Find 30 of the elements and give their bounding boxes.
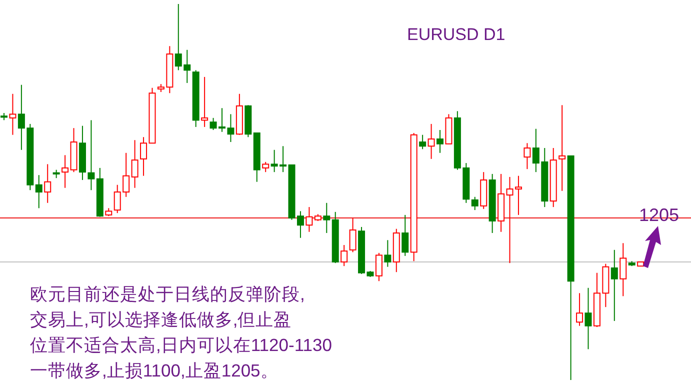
candlestick <box>340 244 348 267</box>
candlestick <box>428 123 435 160</box>
candlestick <box>384 240 392 268</box>
candlestick <box>402 214 409 256</box>
text: EURUSD D1 <box>407 25 506 44</box>
candlestick <box>88 120 95 191</box>
candlestick <box>9 93 16 136</box>
annotation: 欧元目前还是处于日线的反弹阶段, <box>30 284 305 304</box>
candlestick <box>201 76 208 128</box>
candlestick <box>62 154 69 188</box>
candlestick <box>306 206 313 232</box>
candlestick <box>349 217 356 253</box>
annotation: 一带做多,止损1100,止盈1205。 <box>30 360 278 380</box>
annotation: 位置不适合太高,日内可以在1120-1130 <box>30 335 332 355</box>
candlestick <box>323 202 330 234</box>
candlestick <box>620 242 627 297</box>
candlestick <box>419 134 426 150</box>
candlestick <box>584 287 592 350</box>
candlestick <box>375 252 382 282</box>
candlestick <box>471 196 478 211</box>
candlestick <box>35 174 42 209</box>
candlestick <box>558 104 566 192</box>
candlestick <box>576 292 584 326</box>
annotation: 交易上,可以选择逢低做多,但止盈 <box>30 310 292 330</box>
candlestick <box>436 129 444 154</box>
candlestick <box>524 142 531 170</box>
candlestick <box>610 249 618 322</box>
candlestick <box>44 164 52 204</box>
candlestick <box>262 161 270 173</box>
candlestick <box>131 140 138 188</box>
